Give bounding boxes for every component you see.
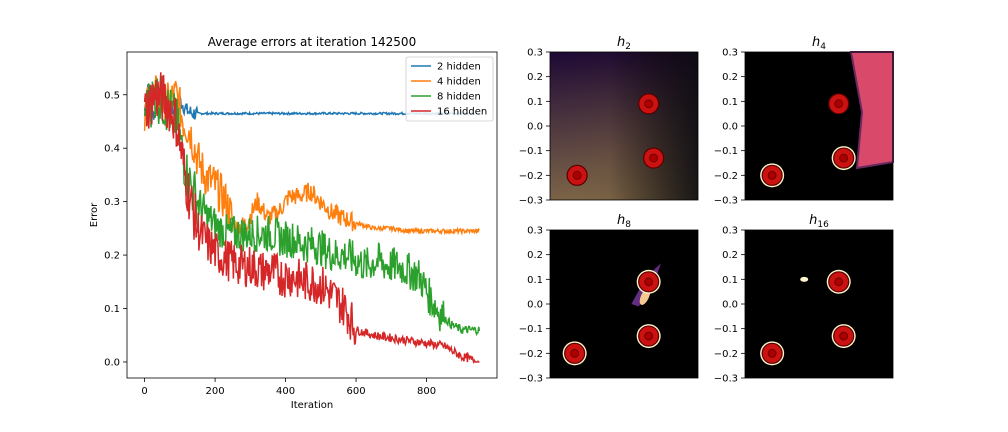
data-point-core-1 bbox=[644, 331, 654, 341]
y-tick-label: −0.3 bbox=[714, 196, 738, 207]
legend: 2 hidden 4 hidden 8 hidden 16 hidden bbox=[405, 56, 494, 122]
panel-title-base: h bbox=[812, 35, 820, 50]
series-line-2 bbox=[143, 75, 481, 337]
y-tick-label: 0.1 bbox=[104, 304, 120, 315]
y-tick-label: 0.0 bbox=[722, 122, 738, 133]
y-tick-label: −0.3 bbox=[714, 374, 738, 385]
y-tick-label: 0.0 bbox=[527, 300, 543, 311]
y-tick-label: 0.0 bbox=[104, 357, 120, 368]
panel-title-base: h bbox=[617, 35, 625, 50]
halo bbox=[800, 276, 809, 282]
chart-title: Average errors at iteration 142500 bbox=[208, 35, 416, 49]
x-tick-label: 600 bbox=[347, 386, 366, 397]
y-tick-label: −0.1 bbox=[519, 146, 543, 157]
y-tick-label: −0.2 bbox=[519, 171, 543, 182]
panel-title-base: h bbox=[617, 213, 625, 228]
y-tick-label: 0.0 bbox=[527, 122, 543, 133]
y-tick-label: 0.1 bbox=[722, 97, 738, 108]
y-tick-label: −0.3 bbox=[519, 374, 543, 385]
y-tick-label: −0.1 bbox=[519, 324, 543, 335]
data-point-core-0 bbox=[644, 99, 654, 109]
heatmap-panel-1: −0.3 −0.2 −0.1 0.0 0.1 0.2 0.3 h2 bbox=[519, 35, 699, 207]
legend-label-0: 2 hidden bbox=[437, 62, 481, 73]
legend-label-1: 4 hidden bbox=[437, 77, 481, 88]
y-tick-label: 0.3 bbox=[527, 226, 543, 237]
plot-frame bbox=[126, 51, 498, 379]
data-point-core-1 bbox=[839, 153, 849, 163]
y-tick-label: 0.3 bbox=[527, 48, 543, 59]
heatmap-panel-3: −0.3 −0.2 −0.1 0.0 0.1 0.2 0.3 h8 bbox=[519, 213, 699, 385]
panel-title: h16 bbox=[809, 213, 829, 230]
y-tick-label: −0.1 bbox=[714, 146, 738, 157]
data-point-core-2 bbox=[572, 170, 582, 180]
x-tick-label: 400 bbox=[276, 386, 295, 397]
y-tick-label: 0.2 bbox=[722, 250, 738, 261]
y-tick-label: 0.2 bbox=[527, 72, 543, 83]
x-axis-label: Iteration bbox=[291, 400, 333, 411]
y-tick-label: 0.0 bbox=[722, 300, 738, 311]
y-tick-label: 0.1 bbox=[527, 275, 543, 286]
panel-title: h8 bbox=[617, 213, 631, 230]
x-tick-label: 0 bbox=[141, 386, 147, 397]
data-point-core-1 bbox=[649, 153, 658, 163]
y-tick-label: −0.1 bbox=[714, 324, 738, 335]
y-tick-label: 0.1 bbox=[527, 97, 543, 108]
data-point-core-1 bbox=[839, 331, 849, 341]
y-tick-label: 0.5 bbox=[104, 90, 120, 101]
y-tick-label: 0.4 bbox=[104, 144, 120, 155]
heatmap-panel-4: −0.3 −0.2 −0.1 0.0 0.1 0.2 0.3 h16 bbox=[714, 213, 894, 385]
panel-title-subscript: 16 bbox=[817, 220, 829, 230]
y-tick-label: 0.2 bbox=[104, 251, 120, 262]
panel-title: h4 bbox=[812, 35, 826, 52]
legend-label-3: 16 hidden bbox=[437, 107, 487, 118]
data-point-core-0 bbox=[644, 277, 654, 287]
data-point-core-2 bbox=[570, 348, 580, 358]
y-tick-label: −0.2 bbox=[714, 349, 738, 360]
y-tick-label: 0.3 bbox=[722, 48, 738, 59]
legend-box bbox=[405, 56, 494, 122]
data-point-core-2 bbox=[767, 170, 777, 180]
x-tick-label: 200 bbox=[206, 386, 225, 397]
panel-title-subscript: 4 bbox=[820, 42, 826, 52]
y-tick-label: 0.1 bbox=[722, 275, 738, 286]
data-point-core-0 bbox=[834, 99, 844, 109]
y-tick-label: −0.2 bbox=[519, 349, 543, 360]
panel-title-base: h bbox=[809, 213, 817, 228]
y-tick-label: −0.2 bbox=[714, 171, 738, 182]
y-tick-label: 0.3 bbox=[722, 226, 738, 237]
data-point-core-2 bbox=[767, 348, 777, 358]
y-tick-label: −0.3 bbox=[519, 196, 543, 207]
x-tick-label: 800 bbox=[417, 386, 436, 397]
heatmap-panel-2: −0.3 −0.2 −0.1 0.0 0.1 0.2 0.3 h4 bbox=[714, 35, 894, 207]
panel-title-subscript: 2 bbox=[625, 42, 631, 52]
series-line-1 bbox=[143, 75, 480, 238]
y-axis-label: Error bbox=[89, 202, 100, 227]
legend-label-2: 8 hidden bbox=[437, 92, 481, 103]
panel-title: h2 bbox=[617, 35, 631, 52]
panel-title-subscript: 8 bbox=[625, 220, 631, 230]
y-tick-label: 0.3 bbox=[104, 197, 120, 208]
series-line-3 bbox=[143, 72, 480, 365]
y-tick-label: 0.2 bbox=[527, 250, 543, 261]
y-tick-label: 0.2 bbox=[722, 72, 738, 83]
data-point-core-0 bbox=[834, 277, 844, 287]
